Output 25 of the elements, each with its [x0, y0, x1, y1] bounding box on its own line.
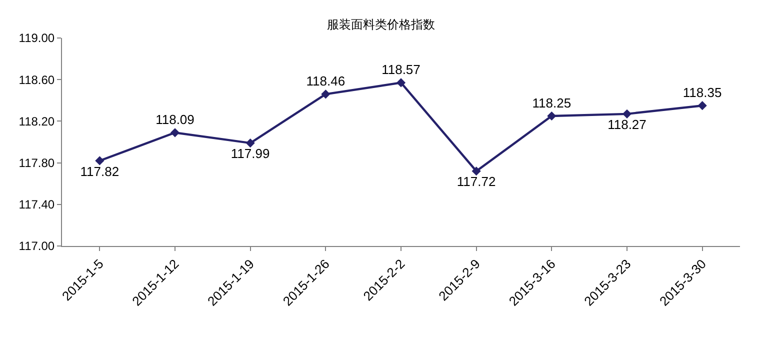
- point: [547, 111, 556, 121]
- y-tick-label: 117.80: [18, 156, 55, 170]
- point: [95, 156, 104, 166]
- point: [170, 128, 180, 138]
- chart-title: 服装面料类价格指数: [327, 18, 435, 32]
- point: [396, 78, 406, 88]
- point: [698, 101, 707, 110]
- data-label: 118.25: [532, 95, 572, 110]
- y-tick-label: 117.40: [18, 198, 55, 212]
- data-label: 118.46: [306, 74, 346, 89]
- data-label: 118.57: [382, 62, 420, 78]
- y-tick-label: 118.20: [18, 114, 55, 128]
- point: [622, 109, 632, 118]
- data-label: 117.72: [456, 174, 496, 190]
- y-tick-label: 119.00: [18, 31, 55, 46]
- y-tick-label: 118.60: [18, 72, 55, 87]
- point: [321, 90, 330, 99]
- data-label: 118.27: [608, 117, 646, 132]
- point: [472, 166, 481, 176]
- y-tick-label: 117.00: [18, 239, 55, 254]
- point: [246, 138, 255, 148]
- data-label: 118.35: [682, 84, 722, 100]
- data-label: 117.99: [230, 146, 270, 162]
- data-label: 118.09: [156, 112, 194, 128]
- data-label: 117.82: [80, 164, 120, 179]
